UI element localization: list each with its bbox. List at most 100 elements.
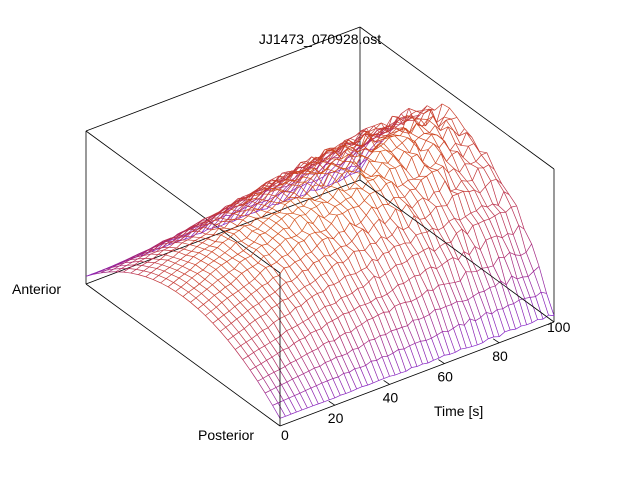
mesh-line bbox=[359, 158, 368, 171]
mesh-line bbox=[433, 143, 442, 154]
mesh-line bbox=[202, 269, 211, 275]
mesh-line bbox=[307, 181, 313, 184]
mesh-line bbox=[387, 162, 396, 169]
mesh-line bbox=[221, 205, 230, 212]
mesh-line bbox=[175, 291, 184, 297]
mesh-line bbox=[244, 213, 251, 217]
mesh-line bbox=[418, 133, 425, 138]
mesh-line bbox=[306, 186, 313, 194]
mesh-line bbox=[191, 246, 198, 252]
mesh-line bbox=[349, 222, 358, 234]
mesh-line bbox=[449, 283, 458, 302]
mesh-line bbox=[388, 246, 395, 253]
mesh-line bbox=[348, 153, 357, 165]
mesh-line bbox=[223, 310, 230, 316]
mesh-line bbox=[264, 345, 273, 358]
mesh-line bbox=[229, 310, 238, 320]
mesh-line bbox=[414, 141, 423, 162]
mesh-line bbox=[355, 327, 365, 345]
mesh-line bbox=[359, 304, 366, 307]
mesh-line bbox=[502, 308, 511, 331]
mesh-line bbox=[428, 200, 437, 207]
mesh-line bbox=[355, 269, 362, 274]
mesh-line bbox=[538, 266, 547, 294]
mesh-line bbox=[479, 186, 486, 194]
mesh-line bbox=[476, 210, 485, 221]
mesh-line bbox=[505, 206, 512, 213]
mesh-line bbox=[398, 348, 405, 350]
mesh-line bbox=[165, 254, 174, 258]
mesh-line bbox=[350, 165, 357, 168]
mesh-line bbox=[262, 282, 268, 287]
mesh-line bbox=[121, 265, 127, 269]
mesh-line bbox=[322, 161, 331, 164]
mesh-line bbox=[403, 279, 410, 284]
mesh-line bbox=[386, 289, 393, 295]
mesh-line bbox=[374, 191, 384, 205]
mesh-line bbox=[437, 226, 444, 231]
mesh-line bbox=[123, 268, 129, 273]
mesh-line bbox=[416, 154, 425, 166]
mesh-line bbox=[420, 340, 427, 342]
mesh-line bbox=[261, 243, 268, 246]
mesh-line bbox=[405, 301, 412, 303]
mesh-line bbox=[191, 250, 200, 254]
mesh-line bbox=[221, 264, 230, 273]
mesh-line bbox=[238, 332, 247, 343]
mesh-line bbox=[306, 300, 315, 315]
mesh-line bbox=[191, 230, 199, 233]
mesh-line bbox=[392, 115, 400, 119]
mesh-line bbox=[382, 162, 388, 164]
mesh-line bbox=[527, 276, 536, 297]
mesh-line bbox=[472, 296, 482, 318]
mesh-line bbox=[456, 228, 463, 234]
mesh-line bbox=[342, 313, 352, 333]
mesh-line bbox=[187, 239, 196, 241]
mesh-line bbox=[411, 154, 418, 158]
mesh-line bbox=[235, 204, 244, 212]
mesh-line bbox=[491, 235, 497, 239]
mesh-line bbox=[328, 340, 335, 342]
mesh-line bbox=[459, 163, 466, 173]
mesh-line bbox=[205, 229, 212, 235]
mesh-line bbox=[273, 188, 282, 192]
mesh-line bbox=[241, 314, 250, 325]
mesh-line bbox=[401, 260, 408, 265]
mesh-line bbox=[404, 242, 413, 256]
mesh-line bbox=[439, 180, 446, 192]
mesh-line bbox=[417, 253, 426, 270]
mesh-line bbox=[257, 228, 266, 234]
mesh-line bbox=[349, 182, 356, 190]
mesh-line bbox=[159, 241, 166, 246]
mesh-line bbox=[218, 314, 225, 320]
mesh-line bbox=[225, 209, 232, 213]
mesh-line bbox=[314, 197, 321, 201]
mesh-line bbox=[226, 261, 235, 270]
mesh-line bbox=[460, 280, 469, 300]
mesh-line bbox=[223, 276, 232, 285]
mesh-line bbox=[357, 348, 367, 366]
mesh-line bbox=[324, 306, 333, 321]
mesh-line bbox=[410, 110, 417, 115]
mesh-line bbox=[198, 226, 205, 232]
mesh-line bbox=[322, 158, 329, 163]
mesh-line bbox=[309, 232, 316, 235]
mesh-line bbox=[357, 147, 366, 153]
mesh-line bbox=[323, 399, 330, 403]
mesh-line bbox=[421, 233, 430, 248]
mesh-line bbox=[167, 242, 175, 244]
mesh-line bbox=[321, 168, 328, 174]
mesh-line bbox=[322, 285, 329, 292]
mesh-line bbox=[279, 212, 288, 215]
mesh-line bbox=[277, 233, 286, 240]
mesh-line bbox=[344, 332, 354, 350]
mesh-line bbox=[271, 356, 280, 370]
mesh-line bbox=[257, 203, 265, 206]
mesh-line bbox=[184, 269, 191, 275]
mesh-line bbox=[336, 174, 343, 181]
mesh-line bbox=[319, 197, 328, 203]
mesh-line bbox=[332, 376, 339, 379]
mesh-line bbox=[471, 271, 477, 273]
mesh-line bbox=[345, 331, 351, 334]
mesh-line bbox=[427, 359, 434, 364]
